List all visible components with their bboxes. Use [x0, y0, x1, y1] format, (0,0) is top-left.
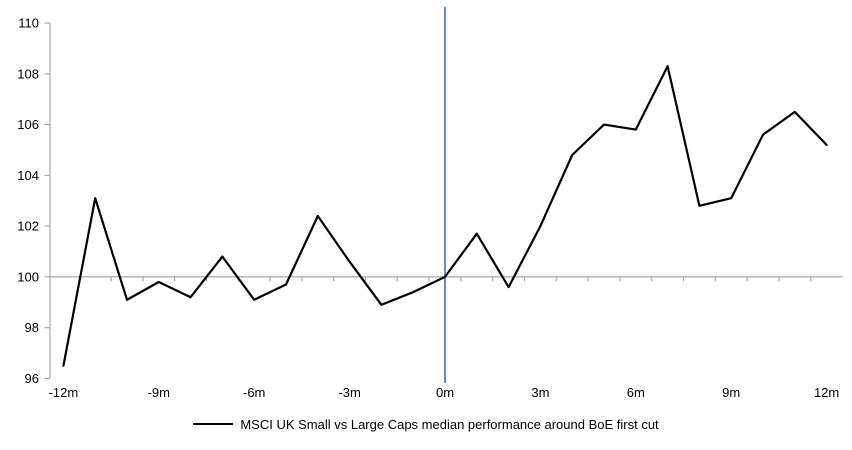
y-tick-label: 108: [17, 66, 39, 81]
y-tick-label: 106: [17, 117, 39, 132]
y-tick-label: 98: [25, 320, 39, 335]
x-tick-label: -6m: [243, 385, 265, 400]
legend-line-icon: [193, 423, 234, 425]
legend-label: MSCI UK Small vs Large Caps median perfo…: [240, 416, 659, 432]
y-tick-label: 102: [17, 219, 39, 234]
x-tick-label: -12m: [49, 385, 79, 400]
y-tick-label: 110: [18, 16, 39, 31]
x-tick-label: 3m: [531, 385, 549, 400]
y-tick-label: 96: [25, 371, 39, 386]
x-tick-label: 12m: [814, 385, 839, 400]
series-line: [62, 65, 828, 367]
x-tick-label: 6m: [627, 385, 645, 400]
x-tick-label: 9m: [722, 385, 740, 400]
y-tick-label: 100: [17, 269, 39, 284]
x-tick-label: -3m: [338, 385, 360, 400]
x-tick-label: -9m: [148, 385, 170, 400]
legend: MSCI UK Small vs Large Caps median perfo…: [0, 414, 852, 434]
x-tick-label: 0m: [436, 385, 454, 400]
y-tick-label: 104: [17, 168, 39, 183]
